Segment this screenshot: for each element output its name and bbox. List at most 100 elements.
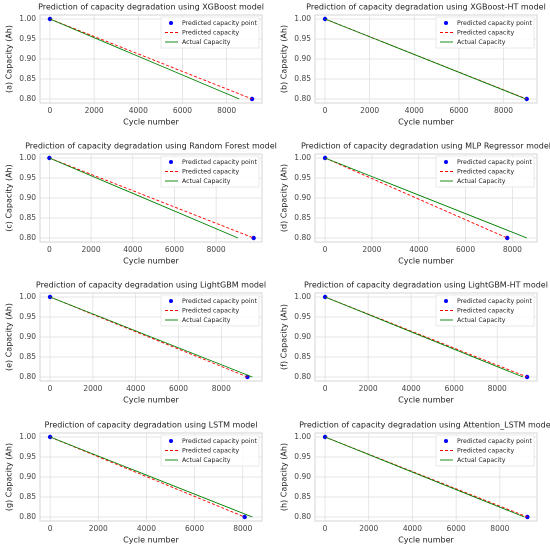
x-tick-label: 6000 (169, 384, 188, 393)
x-tick-label: 2000 (85, 106, 104, 115)
legend-label: Actual Capacity (182, 178, 231, 185)
x-tick-label: 2000 (362, 245, 381, 254)
legend-marker (169, 439, 173, 443)
y-tick-label: 1.00 (294, 14, 311, 23)
subplot: 0.80 0.85 0.90 0.95 1.00 0 2000 4000 6000 8000 Pre… (5, 142, 277, 266)
y-tick-label: 1.00 (19, 153, 36, 162)
y-tick-label: 0.90 (294, 54, 311, 63)
y-tick-label: 0.85 (294, 492, 311, 501)
data-point (524, 96, 529, 102)
x-tick-label: 6000 (447, 524, 466, 533)
y-tick-label: 0.85 (19, 213, 36, 222)
y-tick-label: 0.95 (294, 452, 311, 461)
x-tick-label: 6000 (456, 245, 475, 254)
x-axis-label: Cycle number (123, 257, 179, 266)
series-line (49, 18, 240, 100)
legend-label: Actual Capacity (457, 457, 506, 464)
x-tick-label: 8000 (217, 106, 236, 115)
chart-title: Prediction of capacity degradation using… (306, 3, 546, 12)
y-axis-label: (a) Capacity (Ah) (5, 25, 14, 93)
x-tick-label: 0 (48, 384, 53, 393)
y-tick-label: 0.80 (19, 94, 36, 103)
data-point (251, 235, 256, 241)
y-axis-label: (f) Capacity (Ah) (280, 304, 289, 370)
y-tick-label: 0.95 (19, 312, 36, 321)
y-tick-label: 1.00 (19, 292, 36, 301)
x-tick-label: 2000 (82, 245, 101, 254)
y-tick-label: 0.80 (19, 512, 36, 521)
subplot: 0.80 0.85 0.90 0.95 1.00 0 2000 4000 6000 8000 Pre… (5, 281, 267, 405)
data-point (525, 514, 530, 520)
x-tick-label: 6000 (449, 106, 468, 115)
x-axis-label: Cycle number (123, 396, 179, 405)
data-point (505, 235, 510, 241)
x-tick-label: 6000 (185, 524, 204, 533)
legend-label: Predicted capacity (457, 169, 514, 176)
legend-label: Predicted capacity point (457, 298, 532, 305)
y-tick-label: 0.80 (19, 233, 36, 242)
y-axis-label: (c) Capacity (Ah) (5, 164, 14, 231)
x-tick-label: 0 (48, 106, 53, 115)
chart-title: Prediction of capacity degradation using… (299, 421, 550, 430)
subplot: 0.80 0.85 0.90 0.95 1.00 0 2000 4000 6000 8000 Pre… (280, 142, 550, 266)
x-tick-label: 4000 (129, 106, 148, 115)
y-tick-label: 0.80 (294, 94, 311, 103)
x-tick-label: 8000 (207, 245, 226, 254)
y-axis-label: (g) Capacity (Ah) (5, 443, 14, 511)
x-tick-label: 8000 (212, 384, 231, 393)
x-tick-label: 4000 (409, 245, 428, 254)
legend-marker (169, 160, 173, 164)
y-axis-label: (h) Capacity (Ah) (280, 443, 289, 511)
x-tick-label: 6000 (165, 245, 184, 254)
chart-title: Prediction of capacity degradation using… (301, 142, 550, 151)
series-line (49, 157, 254, 239)
legend-label: Actual Capacity (182, 39, 231, 46)
x-tick-label: 6000 (173, 106, 192, 115)
y-tick-label: 1.00 (294, 153, 311, 162)
legend-label: Predicted capacity point (182, 20, 257, 27)
x-tick-label: 8000 (503, 245, 522, 254)
subplot: 0.80 0.85 0.90 0.95 1.00 0 2000 4000 6000 8000 Pre… (280, 3, 546, 127)
legend-marker (444, 439, 448, 443)
x-tick-label: 0 (323, 245, 328, 254)
y-tick-label: 0.90 (19, 54, 36, 63)
series-line (324, 157, 528, 239)
y-tick-label: 1.00 (19, 14, 36, 23)
y-tick-label: 0.90 (294, 472, 311, 481)
legend-label: Predicted capacity (182, 448, 239, 455)
chart-title: Prediction of capacity degradation using… (304, 281, 548, 290)
x-tick-label: 2000 (359, 524, 378, 533)
series-line (49, 436, 245, 518)
series-line (49, 18, 253, 100)
x-tick-label: 4000 (126, 384, 145, 393)
y-axis-label: (e) Capacity (Ah) (5, 303, 14, 371)
chart-title: Prediction of capacity degradation using… (25, 142, 277, 151)
x-tick-label: 6000 (445, 384, 464, 393)
x-tick-label: 4000 (402, 384, 421, 393)
legend-label: Actual Capacity (182, 457, 231, 464)
legend-label: Predicted capacity (182, 308, 239, 315)
y-tick-label: 0.90 (19, 193, 36, 202)
y-tick-label: 0.90 (19, 472, 36, 481)
x-tick-label: 4000 (405, 106, 424, 115)
x-tick-label: 4000 (403, 524, 422, 533)
x-tick-label: 8000 (233, 524, 252, 533)
y-tick-label: 0.80 (19, 372, 36, 381)
x-axis-label: Cycle number (398, 257, 454, 266)
legend-label: Predicted capacity (457, 30, 514, 37)
series-line (49, 436, 253, 518)
x-tick-label: 0 (48, 524, 53, 533)
x-tick-label: 8000 (490, 524, 509, 533)
y-tick-label: 0.80 (294, 233, 311, 242)
subplot: 0.80 0.85 0.90 0.95 1.00 0 2000 4000 6000 8000 Pre… (5, 3, 264, 127)
x-tick-label: 0 (323, 524, 328, 533)
legend-marker (444, 21, 448, 25)
y-axis-label: (d) Capacity (Ah) (280, 164, 289, 232)
legend-label: Predicted capacity (457, 448, 514, 455)
y-tick-label: 0.95 (294, 34, 311, 43)
y-tick-label: 0.85 (294, 352, 311, 361)
legend-label: Predicted capacity point (457, 20, 532, 27)
y-tick-label: 1.00 (294, 292, 311, 301)
legend-label: Predicted capacity point (182, 438, 257, 445)
series-line (324, 18, 527, 100)
